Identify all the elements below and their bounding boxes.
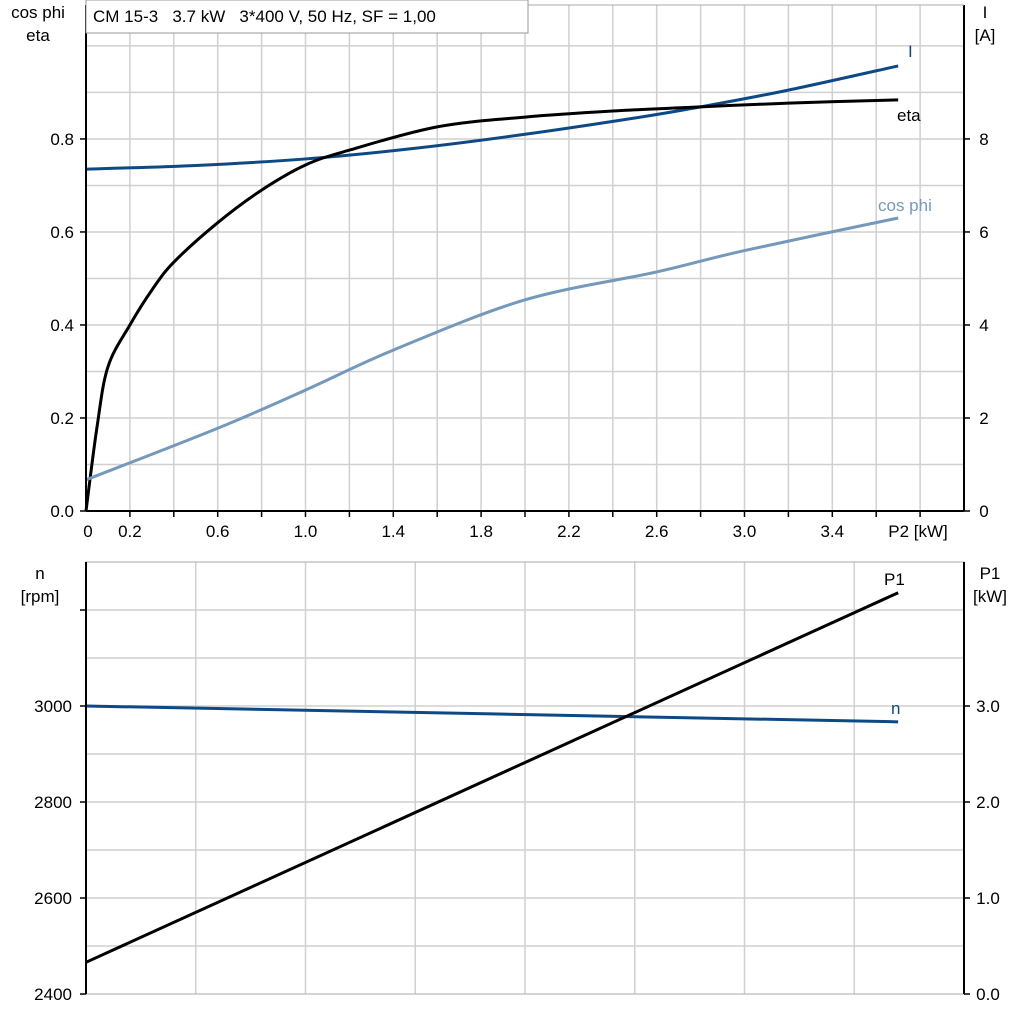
y-right-tick-label: 4 xyxy=(979,316,988,335)
series-label-cos-phi: cos phi xyxy=(878,196,932,215)
x-tick-label: 1.8 xyxy=(469,522,493,541)
series-label-eta: eta xyxy=(897,106,921,125)
bottom-y-left-tick-label: 3000 xyxy=(34,697,72,716)
bottom-right-axis-label-1: P1 xyxy=(980,564,1001,583)
series-line-eta xyxy=(84,98,899,512)
top-left-axis-label-2: eta xyxy=(26,26,50,45)
bottom-y-left-tick-label: 2600 xyxy=(34,889,72,908)
y-left-tick-label: 0.0 xyxy=(50,502,74,521)
x-axis-label: P2 [kW] xyxy=(888,522,948,541)
y-left-tick-label: 0.8 xyxy=(50,130,74,149)
bottom-y-right-tick-label: 1.0 xyxy=(976,889,1000,908)
series-label-n: n xyxy=(891,699,900,718)
y-right-tick-label: 2 xyxy=(979,409,988,428)
series-line-cos-phi xyxy=(85,216,899,482)
bottom-y-left-tick-label: 2800 xyxy=(34,793,72,812)
y-right-tick-label: 6 xyxy=(979,223,988,242)
y-right-tick-label: 8 xyxy=(979,130,988,149)
bottom-y-left-tick-label: 2400 xyxy=(34,985,72,1004)
bottom-grid xyxy=(86,562,964,994)
x-tick-label: 0.6 xyxy=(206,522,230,541)
labels: 0 0.2 0.6 1.0 1.4 1.8 2.2 2.6 3.0 3.4 0.0 0.2 0.4 0.6… xyxy=(34,130,1000,1004)
series-line-n xyxy=(85,704,899,724)
curves xyxy=(84,64,899,964)
x-tick-label: 0.2 xyxy=(118,522,142,541)
bottom-left-axis-label-2: [rpm] xyxy=(21,587,60,606)
top-grid xyxy=(86,5,964,511)
x-tick-label: 3.4 xyxy=(820,522,844,541)
top-right-axis-label-2: [A] xyxy=(975,26,996,45)
y-right-tick-label: 0 xyxy=(979,502,988,521)
y-left-tick-label: 0.4 xyxy=(50,316,74,335)
x-tick-label: 3.0 xyxy=(733,522,757,541)
bottom-right-axis-label-2: [kW] xyxy=(973,587,1007,606)
x-tick-label: 2.6 xyxy=(645,522,669,541)
y-left-tick-label: 0.6 xyxy=(50,223,74,242)
x-tick-label: 1.4 xyxy=(381,522,405,541)
y-left-tick-label: 0.2 xyxy=(50,409,74,428)
series-label-I: I xyxy=(908,42,913,61)
top-right-axis-label-1: I xyxy=(983,3,988,22)
x-tick-label: 2.2 xyxy=(557,522,581,541)
x-tick-label: 1.0 xyxy=(294,522,318,541)
bottom-y-right-tick-label: 3.0 xyxy=(976,697,1000,716)
series-line-I xyxy=(85,64,899,171)
x-tick-label: 0 xyxy=(83,522,92,541)
bottom-left-axis-label-1: n xyxy=(35,564,44,583)
bottom-y-right-tick-label: 0.0 xyxy=(976,985,1000,1004)
series-line-P1 xyxy=(85,591,899,964)
series-label-P1: P1 xyxy=(884,570,905,589)
top-left-axis-label-1: cos phi xyxy=(11,3,65,22)
title-box xyxy=(85,0,529,34)
bottom-y-right-tick-label: 2.0 xyxy=(976,793,1000,812)
chart-title: CM 15-3 3.7 kW 3*400 V, 50 Hz, SF = 1,00 xyxy=(93,7,436,26)
